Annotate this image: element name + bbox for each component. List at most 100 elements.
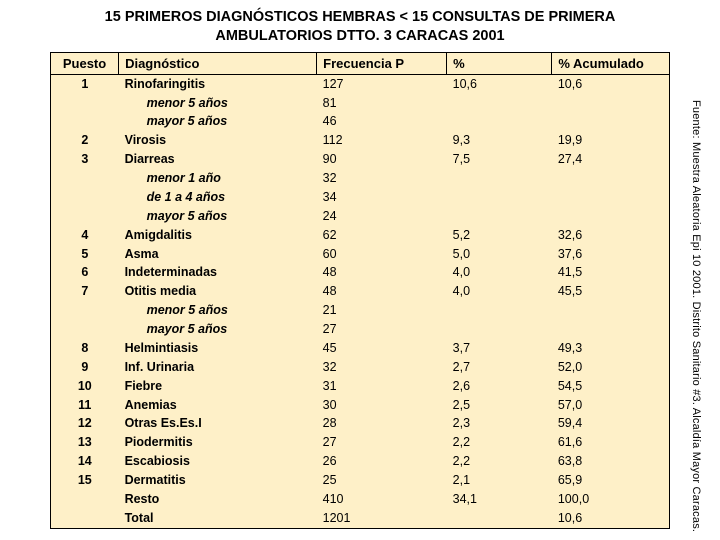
cell-frecuencia: 27	[317, 320, 447, 339]
cell-diagnostico: Piodermitis	[119, 433, 317, 452]
cell-diagnostico: Anemias	[119, 396, 317, 415]
page-container: 15 PRIMEROS DIAGNÓSTICOS HEMBRAS < 15 CO…	[0, 0, 720, 540]
cell-percent	[447, 94, 552, 113]
cell-percent: 5,2	[447, 226, 552, 245]
cell-diagnostico: Escabiosis	[119, 452, 317, 471]
cell-diagnostico: Total	[119, 509, 317, 528]
cell-diagnostico: Rinofaringitis	[119, 74, 317, 93]
cell-cumulative: 27,4	[552, 150, 670, 169]
cell-percent: 7,5	[447, 150, 552, 169]
cell-percent: 4,0	[447, 263, 552, 282]
table-row: 10Fiebre312,654,5	[51, 377, 670, 396]
cell-percent: 34,1	[447, 490, 552, 509]
cell-puesto	[51, 509, 119, 528]
cell-percent: 10,6	[447, 74, 552, 93]
cell-diagnostico: Fiebre	[119, 377, 317, 396]
cell-diagnostico: menor 5 años	[119, 301, 317, 320]
table-row: 9Inf. Urinaria322,752,0	[51, 358, 670, 377]
cell-percent	[447, 320, 552, 339]
cell-percent: 2,2	[447, 433, 552, 452]
diagnostics-table: Puesto Diagnóstico Frecuencia P % % Acum…	[50, 52, 670, 529]
cell-cumulative: 54,5	[552, 377, 670, 396]
cell-percent: 2,1	[447, 471, 552, 490]
cell-frecuencia: 127	[317, 74, 447, 93]
cell-puesto: 8	[51, 339, 119, 358]
cell-frecuencia: 410	[317, 490, 447, 509]
cell-frecuencia: 28	[317, 414, 447, 433]
table-row: 4Amigdalitis625,232,6	[51, 226, 670, 245]
table-row: menor 1 año32	[51, 169, 670, 188]
cell-cumulative: 32,6	[552, 226, 670, 245]
title-line-2: AMBULATORIOS DTTO. 3 CARACAS 2001	[215, 28, 504, 44]
cell-cumulative: 57,0	[552, 396, 670, 415]
cell-diagnostico: Diarreas	[119, 150, 317, 169]
cell-puesto	[51, 188, 119, 207]
cell-percent: 5,0	[447, 245, 552, 264]
cell-puesto: 6	[51, 263, 119, 282]
cell-diagnostico: mayor 5 años	[119, 207, 317, 226]
cell-cumulative	[552, 188, 670, 207]
cell-frecuencia: 31	[317, 377, 447, 396]
cell-puesto	[51, 301, 119, 320]
cell-percent: 2,2	[447, 452, 552, 471]
cell-cumulative: 63,8	[552, 452, 670, 471]
cell-percent: 4,0	[447, 282, 552, 301]
cell-cumulative	[552, 94, 670, 113]
cell-puesto: 12	[51, 414, 119, 433]
cell-percent	[447, 169, 552, 188]
cell-frecuencia: 45	[317, 339, 447, 358]
cell-cumulative: 49,3	[552, 339, 670, 358]
col-header-puesto: Puesto	[51, 52, 119, 74]
table-row: mayor 5 años27	[51, 320, 670, 339]
table-row: 8Helmintiasis453,749,3	[51, 339, 670, 358]
cell-frecuencia: 81	[317, 94, 447, 113]
table-row: 11Anemias302,557,0	[51, 396, 670, 415]
cell-puesto: 9	[51, 358, 119, 377]
cell-percent: 2,5	[447, 396, 552, 415]
cell-frecuencia: 32	[317, 358, 447, 377]
cell-diagnostico: Virosis	[119, 131, 317, 150]
page-title: 15 PRIMEROS DIAGNÓSTICOS HEMBRAS < 15 CO…	[50, 8, 670, 46]
cell-diagnostico: Otitis media	[119, 282, 317, 301]
table-row: 13Piodermitis272,261,6	[51, 433, 670, 452]
cell-percent	[447, 301, 552, 320]
cell-frecuencia: 48	[317, 282, 447, 301]
col-header-cumulative: % Acumulado	[552, 52, 670, 74]
cell-frecuencia: 48	[317, 263, 447, 282]
cell-frecuencia: 62	[317, 226, 447, 245]
cell-percent: 2,3	[447, 414, 552, 433]
cell-cumulative: 100,0	[552, 490, 670, 509]
table-row: 2Virosis1129,319,9	[51, 131, 670, 150]
cell-puesto: 1	[51, 74, 119, 93]
table-row: mayor 5 años24	[51, 207, 670, 226]
cell-frecuencia: 112	[317, 131, 447, 150]
table-row: de 1 a 4 años34	[51, 188, 670, 207]
cell-puesto: 11	[51, 396, 119, 415]
table-body: 1Rinofaringitis12710,610,6menor 5 años81…	[51, 74, 670, 528]
cell-cumulative	[552, 112, 670, 131]
table-row: Resto41034,1100,0	[51, 490, 670, 509]
cell-percent	[447, 112, 552, 131]
cell-cumulative: 37,6	[552, 245, 670, 264]
col-header-percent: %	[447, 52, 552, 74]
cell-diagnostico: Amigdalitis	[119, 226, 317, 245]
table-row: menor 5 años21	[51, 301, 670, 320]
cell-puesto	[51, 490, 119, 509]
cell-frecuencia: 25	[317, 471, 447, 490]
cell-cumulative: 41,5	[552, 263, 670, 282]
cell-puesto	[51, 94, 119, 113]
cell-diagnostico: menor 5 años	[119, 94, 317, 113]
table-row: 1Rinofaringitis12710,610,6	[51, 74, 670, 93]
cell-puesto: 14	[51, 452, 119, 471]
cell-frecuencia: 60	[317, 245, 447, 264]
cell-percent	[447, 207, 552, 226]
table-row: 15Dermatitis252,165,9	[51, 471, 670, 490]
cell-frecuencia: 26	[317, 452, 447, 471]
cell-frecuencia: 27	[317, 433, 447, 452]
cell-diagnostico: Helmintiasis	[119, 339, 317, 358]
cell-frecuencia: 90	[317, 150, 447, 169]
cell-frecuencia: 1201	[317, 509, 447, 528]
cell-cumulative: 10,6	[552, 509, 670, 528]
cell-cumulative: 19,9	[552, 131, 670, 150]
cell-cumulative: 61,6	[552, 433, 670, 452]
